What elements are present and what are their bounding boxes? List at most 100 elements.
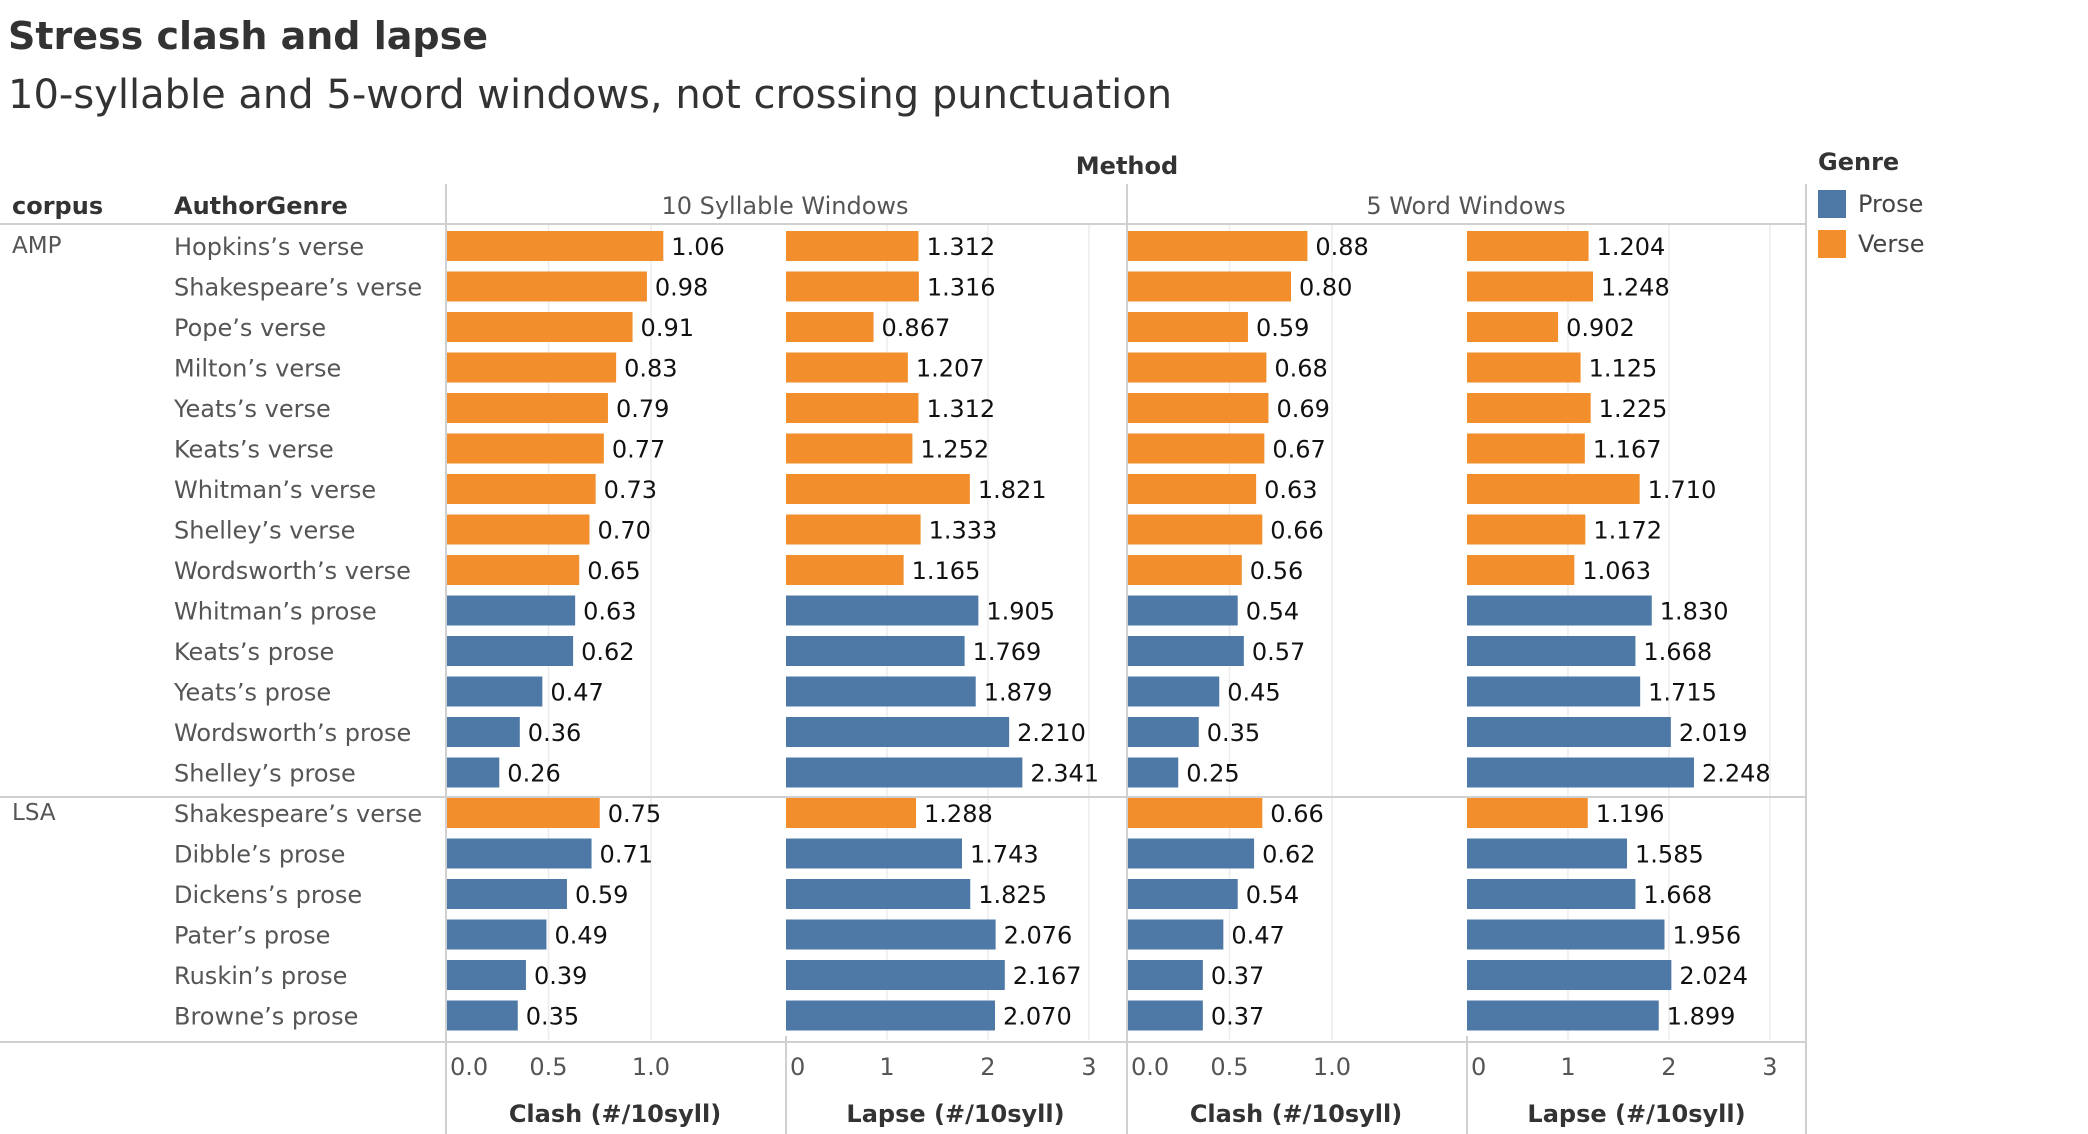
bars-layer	[446, 231, 1694, 1031]
data-label: 0.62	[581, 638, 634, 666]
bar	[1467, 960, 1672, 990]
data-label: 1.125	[1589, 355, 1658, 383]
data-label: 0.37	[1211, 962, 1264, 990]
legend: Genre Prose Verse	[1818, 148, 1924, 264]
bar	[786, 514, 921, 545]
tick-label: 1	[879, 1053, 894, 1081]
bar	[1467, 433, 1585, 464]
data-label: 0.63	[1264, 476, 1317, 504]
tick-label: 1	[1560, 1053, 1575, 1081]
bar	[1127, 271, 1291, 302]
data-label: 0.91	[641, 314, 694, 342]
corpus-header: corpus	[12, 192, 103, 220]
axis-title: Lapse (#/10syll)	[1527, 1100, 1745, 1128]
bar	[446, 919, 547, 950]
data-label: 1.196	[1596, 800, 1665, 828]
bar	[446, 717, 520, 747]
data-label: 1.821	[978, 476, 1047, 504]
bar	[1127, 352, 1267, 383]
data-label: 0.80	[1299, 274, 1352, 302]
bar	[786, 271, 919, 302]
data-label: 0.867	[882, 314, 951, 342]
data-label: 1.879	[984, 679, 1053, 707]
legend-swatch-prose	[1818, 190, 1846, 218]
axis-title: Clash (#/10syll)	[509, 1100, 721, 1128]
bar	[446, 798, 600, 828]
data-label: 1.668	[1643, 638, 1712, 666]
data-label: 1.333	[929, 517, 998, 545]
bar	[786, 393, 919, 423]
data-label: 0.47	[550, 679, 603, 707]
bar	[786, 717, 1010, 747]
bar	[1127, 960, 1203, 990]
bar	[1127, 312, 1248, 342]
data-label: 1.167	[1593, 436, 1662, 464]
data-label: 0.63	[583, 598, 636, 626]
tick-label: 0.0	[450, 1053, 488, 1081]
data-label: 0.36	[528, 719, 581, 747]
chart-title: Stress clash and lapse	[8, 14, 488, 58]
bar	[446, 514, 590, 545]
data-label: 0.39	[534, 962, 587, 990]
data-label: 0.26	[507, 760, 560, 788]
data-label: 0.77	[612, 436, 665, 464]
legend-item-prose: Prose	[1818, 184, 1924, 224]
data-label: 2.019	[1679, 719, 1748, 747]
data-label: 1.743	[970, 841, 1039, 869]
bar	[786, 960, 1005, 990]
data-label: 0.73	[604, 476, 657, 504]
data-label: 0.902	[1566, 314, 1635, 342]
author-genre-label: Milton’s verse	[174, 355, 341, 383]
data-label: 1.316	[927, 274, 996, 302]
bar	[1467, 474, 1640, 504]
axis-title: Clash (#/10syll)	[1190, 1100, 1402, 1128]
data-label: 0.70	[598, 517, 651, 545]
bar	[446, 433, 604, 464]
data-label: 0.35	[1207, 719, 1260, 747]
data-label: 0.45	[1227, 679, 1280, 707]
data-label: 2.248	[1702, 760, 1771, 788]
bar	[1127, 838, 1255, 869]
corpus-label: AMP	[12, 233, 62, 259]
bar	[446, 676, 543, 707]
bar	[786, 555, 904, 585]
bar	[1467, 798, 1588, 828]
data-label: 1.715	[1648, 679, 1717, 707]
data-label: 0.49	[554, 922, 607, 950]
author-genre-label: Whitman’s prose	[174, 598, 377, 626]
data-label: 1.063	[1582, 557, 1651, 585]
data-label: 1.207	[916, 355, 985, 383]
data-label: 2.070	[1003, 1003, 1072, 1031]
bar	[446, 312, 633, 342]
bar	[1127, 433, 1265, 464]
data-label: 0.71	[600, 841, 653, 869]
bar	[446, 271, 647, 302]
tick-label: 0.5	[529, 1053, 567, 1081]
bar	[786, 919, 996, 950]
author-genre-label: Pater’s prose	[174, 922, 330, 950]
bar	[1467, 636, 1636, 666]
bar	[786, 231, 919, 261]
bar	[786, 757, 1023, 788]
corpus-label: LSA	[12, 800, 56, 826]
data-label: 0.47	[1231, 922, 1284, 950]
data-label: 0.54	[1246, 598, 1299, 626]
data-label: 1.585	[1635, 841, 1704, 869]
bar	[1467, 838, 1628, 869]
data-label: 1.825	[978, 881, 1047, 909]
author-genre-label: Shelley’s prose	[174, 760, 356, 788]
bar	[786, 676, 976, 707]
bar	[1127, 717, 1199, 747]
bar	[786, 312, 874, 342]
data-label: 0.37	[1211, 1003, 1264, 1031]
author-genre-label: Yeats’s prose	[173, 679, 331, 707]
chart-subtitle: 10-syllable and 5-word windows, not cros…	[8, 72, 1173, 118]
bar	[1467, 717, 1671, 747]
bar	[786, 474, 970, 504]
bar	[1467, 919, 1665, 950]
data-label: 1.905	[986, 598, 1055, 626]
bar	[446, 636, 574, 666]
bar	[1127, 231, 1308, 261]
bar	[1127, 595, 1238, 626]
data-label: 2.076	[1004, 922, 1073, 950]
